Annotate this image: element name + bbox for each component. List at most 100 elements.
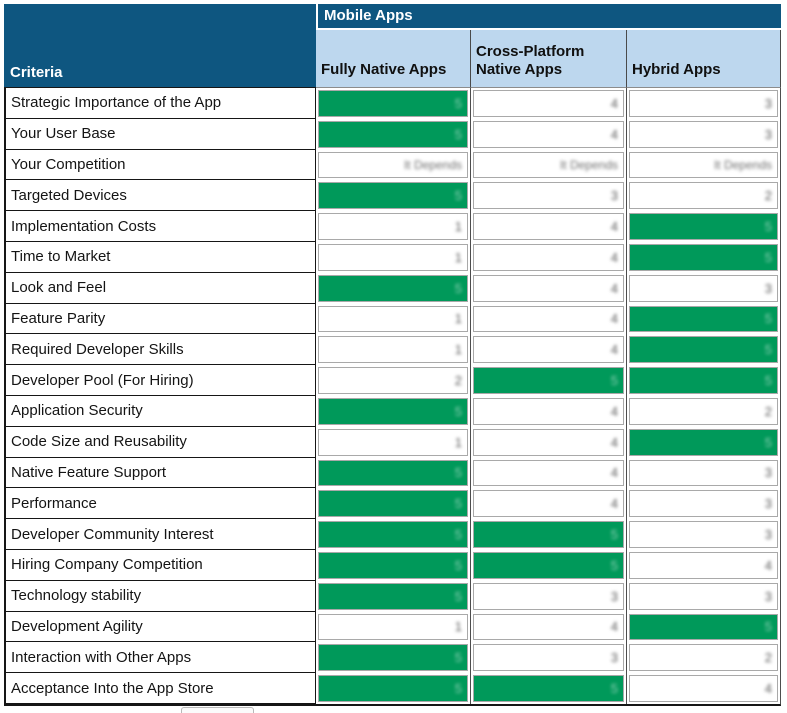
criteria-header-cell[interactable]: Criteria [4, 4, 316, 88]
value-cell[interactable]: 1 [316, 426, 471, 458]
partial-bottom-control[interactable] [181, 707, 254, 713]
value-cell[interactable]: 5 [627, 303, 781, 335]
highlighted-cell-fill: 5 [473, 521, 624, 548]
value-cell[interactable]: 4 [627, 673, 781, 704]
value-cell[interactable]: 4 [471, 241, 627, 273]
column-header-hybrid[interactable]: Hybrid Apps [627, 30, 781, 88]
value-cell[interactable]: 5 [627, 365, 781, 396]
criteria-cell[interactable]: Developer Community Interest [4, 519, 316, 550]
value-cell[interactable]: 4 [471, 488, 627, 520]
group-header-mobile-apps[interactable]: Mobile Apps [316, 4, 781, 30]
value-cell[interactable]: 3 [627, 272, 781, 304]
value-cell[interactable]: 5 [316, 395, 471, 427]
criteria-cell[interactable]: Native Feature Support [4, 457, 316, 489]
cell-fill: 1 [318, 213, 468, 240]
value-cell[interactable]: 5 [316, 549, 471, 581]
criteria-cell[interactable]: Performance [4, 488, 316, 520]
cell-fill: 3 [473, 644, 624, 672]
value-cell[interactable]: 5 [316, 272, 471, 304]
value-cell[interactable]: 5 [471, 673, 627, 704]
value-cell[interactable]: 5 [316, 488, 471, 520]
value-cell[interactable]: 4 [471, 334, 627, 366]
value-cell[interactable]: 3 [627, 88, 781, 119]
criteria-cell[interactable]: Look and Feel [4, 272, 316, 304]
criteria-cell[interactable]: Hiring Company Competition [4, 549, 316, 581]
value-cell[interactable]: 5 [627, 426, 781, 458]
value-cell[interactable]: 3 [627, 580, 781, 612]
value-cell[interactable]: 3 [627, 519, 781, 550]
value-cell[interactable]: It Depends [627, 149, 781, 181]
value-cell[interactable]: 5 [316, 180, 471, 212]
criteria-cell[interactable]: Strategic Importance of the App [4, 88, 316, 119]
value-cell[interactable]: 3 [627, 488, 781, 520]
criteria-cell[interactable]: Acceptance Into the App Store [4, 673, 316, 704]
value-cell[interactable]: 4 [471, 457, 627, 489]
value-cell[interactable]: 1 [316, 611, 471, 643]
value-cell[interactable]: 2 [627, 180, 781, 212]
value-cell[interactable]: 5 [627, 211, 781, 242]
criteria-cell[interactable]: Required Developer Skills [4, 334, 316, 366]
value-cell[interactable]: 1 [316, 303, 471, 335]
value-cell[interactable]: 1 [316, 211, 471, 242]
value-cell[interactable]: 3 [471, 580, 627, 612]
criteria-cell[interactable]: Your Competition [4, 149, 316, 181]
criteria-cell[interactable]: Application Security [4, 395, 316, 427]
highlighted-cell-fill: 5 [318, 675, 468, 702]
value-cell[interactable]: 5 [627, 611, 781, 643]
value-cell[interactable]: 4 [471, 118, 627, 150]
cell-value: 5 [764, 219, 772, 235]
value-cell[interactable]: 4 [471, 611, 627, 643]
value-cell[interactable]: 5 [627, 241, 781, 273]
value-cell[interactable]: It Depends [471, 149, 627, 181]
criteria-label: Strategic Importance of the App [11, 94, 222, 112]
value-cell[interactable]: 3 [471, 180, 627, 212]
criteria-cell[interactable]: Feature Parity [4, 303, 316, 335]
cell-fill: 1 [318, 305, 468, 333]
criteria-cell[interactable]: Code Size and Reusability [4, 426, 316, 458]
value-cell[interactable]: 3 [627, 118, 781, 150]
value-cell[interactable]: 2 [627, 642, 781, 674]
value-cell[interactable]: 5 [471, 549, 627, 581]
value-cell[interactable]: It Depends [316, 149, 471, 181]
value-cell[interactable]: 5 [316, 642, 471, 674]
value-cell[interactable]: 5 [316, 673, 471, 704]
value-cell[interactable]: 5 [316, 118, 471, 150]
value-cell[interactable]: 5 [471, 365, 627, 396]
value-cell[interactable]: 4 [471, 426, 627, 458]
cell-fill: 4 [473, 274, 624, 302]
value-cell[interactable]: 1 [316, 334, 471, 366]
column-header-fully-native[interactable]: Fully Native Apps [316, 30, 471, 88]
value-cell[interactable]: 5 [316, 457, 471, 489]
cell-value: 1 [454, 434, 462, 450]
criteria-cell[interactable]: Your User Base [4, 118, 316, 150]
criteria-cell[interactable]: Development Agility [4, 611, 316, 643]
value-cell[interactable]: 3 [471, 642, 627, 674]
value-cell[interactable]: 4 [471, 395, 627, 427]
criteria-cell[interactable]: Targeted Devices [4, 180, 316, 212]
criteria-cell[interactable]: Developer Pool (For Hiring) [4, 365, 316, 396]
value-cell[interactable]: 5 [471, 519, 627, 550]
cell-fill: It Depends [473, 151, 624, 179]
value-cell[interactable]: 5 [316, 88, 471, 119]
value-cell[interactable]: 4 [471, 303, 627, 335]
value-cell[interactable]: 4 [627, 549, 781, 581]
value-cell[interactable]: 4 [471, 272, 627, 304]
column-header-label: Fully Native Apps [321, 61, 447, 79]
cell-fill: 4 [473, 336, 624, 364]
cell-value: 2 [454, 373, 462, 389]
criteria-cell[interactable]: Interaction with Other Apps [4, 642, 316, 674]
value-cell[interactable]: 4 [471, 211, 627, 242]
criteria-cell[interactable]: Time to Market [4, 241, 316, 273]
value-cell[interactable]: 1 [316, 241, 471, 273]
criteria-cell[interactable]: Implementation Costs [4, 211, 316, 242]
value-cell[interactable]: 5 [627, 334, 781, 366]
value-cell[interactable]: 2 [316, 365, 471, 396]
criteria-cell[interactable]: Technology stability [4, 580, 316, 612]
value-cell[interactable]: 4 [471, 88, 627, 119]
value-cell[interactable]: 5 [316, 519, 471, 550]
value-cell[interactable]: 3 [627, 457, 781, 489]
column-header-cross-platform[interactable]: Cross-Platform Native Apps [471, 30, 627, 88]
value-cell[interactable]: 5 [316, 580, 471, 612]
cell-value: 1 [454, 342, 462, 358]
value-cell[interactable]: 2 [627, 395, 781, 427]
